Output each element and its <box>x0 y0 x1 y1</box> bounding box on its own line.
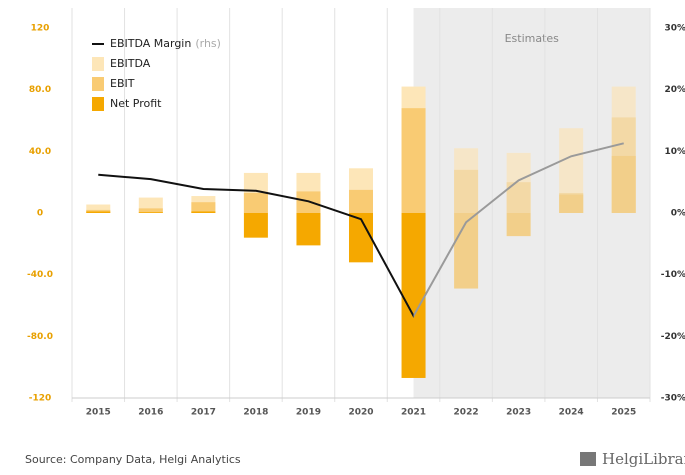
x-tick-label: 2021 <box>401 408 426 418</box>
x-tick-label: 2020 <box>348 408 373 418</box>
logo-icon <box>580 452 596 466</box>
logo: HelgiLibrary <box>602 450 685 468</box>
legend-label: EBITDA Margin <box>110 37 191 50</box>
bar <box>296 213 321 246</box>
y-tick-label: 40.0 <box>29 147 51 157</box>
y2-tick-label: -30% <box>661 394 685 404</box>
x-tick-label: 2025 <box>611 408 636 418</box>
margin-line <box>98 142 624 319</box>
bar <box>138 212 163 213</box>
bar <box>191 202 216 213</box>
source: Source: Company Data, Helgi Analytics <box>25 453 241 466</box>
estimates-area <box>413 8 650 398</box>
bar <box>454 169 479 213</box>
legend-swatch <box>92 57 104 71</box>
y2-tick-label: 30% <box>664 24 685 34</box>
bar <box>86 211 111 213</box>
bar <box>454 213 479 289</box>
bar <box>506 213 531 237</box>
y2-tick-label: -20% <box>661 332 685 342</box>
legend-label: EBIT <box>110 77 135 90</box>
y-tick-label: 80.0 <box>29 85 51 95</box>
y-tick-label: -40.0 <box>27 270 53 280</box>
legend-note: (rhs) <box>195 37 221 50</box>
y-tick-label: 0 <box>37 209 43 219</box>
x-tick-label: 2022 <box>454 408 479 418</box>
y2-tick-label: 20% <box>664 85 685 95</box>
x-tick-label: 2024 <box>559 408 584 418</box>
estimates-label: Estimates <box>505 32 560 45</box>
bar <box>349 189 373 213</box>
bar <box>243 192 268 213</box>
bar <box>243 213 268 238</box>
bar <box>138 208 163 213</box>
bar <box>401 108 426 213</box>
legend-swatch <box>92 97 104 111</box>
y-tick-label: 120 <box>31 24 50 34</box>
y2-tick-label: 0% <box>671 209 685 219</box>
x-tick-label: 2023 <box>506 408 531 418</box>
x-tick-label: 2016 <box>138 408 163 418</box>
x-tick-label: 2015 <box>86 408 111 418</box>
bar <box>611 155 636 213</box>
x-tick-label: 2019 <box>296 408 321 418</box>
bar <box>86 204 111 213</box>
y-tick-label: -120 <box>29 394 52 404</box>
y-tick-label: -80.0 <box>27 332 53 342</box>
bar <box>401 213 426 378</box>
y2-tick-label: -10% <box>661 270 685 280</box>
bar <box>191 211 216 213</box>
legend-swatch <box>92 77 104 91</box>
bar <box>559 194 584 213</box>
x-tick-label: 2017 <box>191 408 216 418</box>
legend-label: EBITDA <box>110 57 151 70</box>
y2-tick-label: 10% <box>664 147 685 157</box>
x-tick-label: 2018 <box>243 408 268 418</box>
legend-label: Net Profit <box>110 97 162 110</box>
